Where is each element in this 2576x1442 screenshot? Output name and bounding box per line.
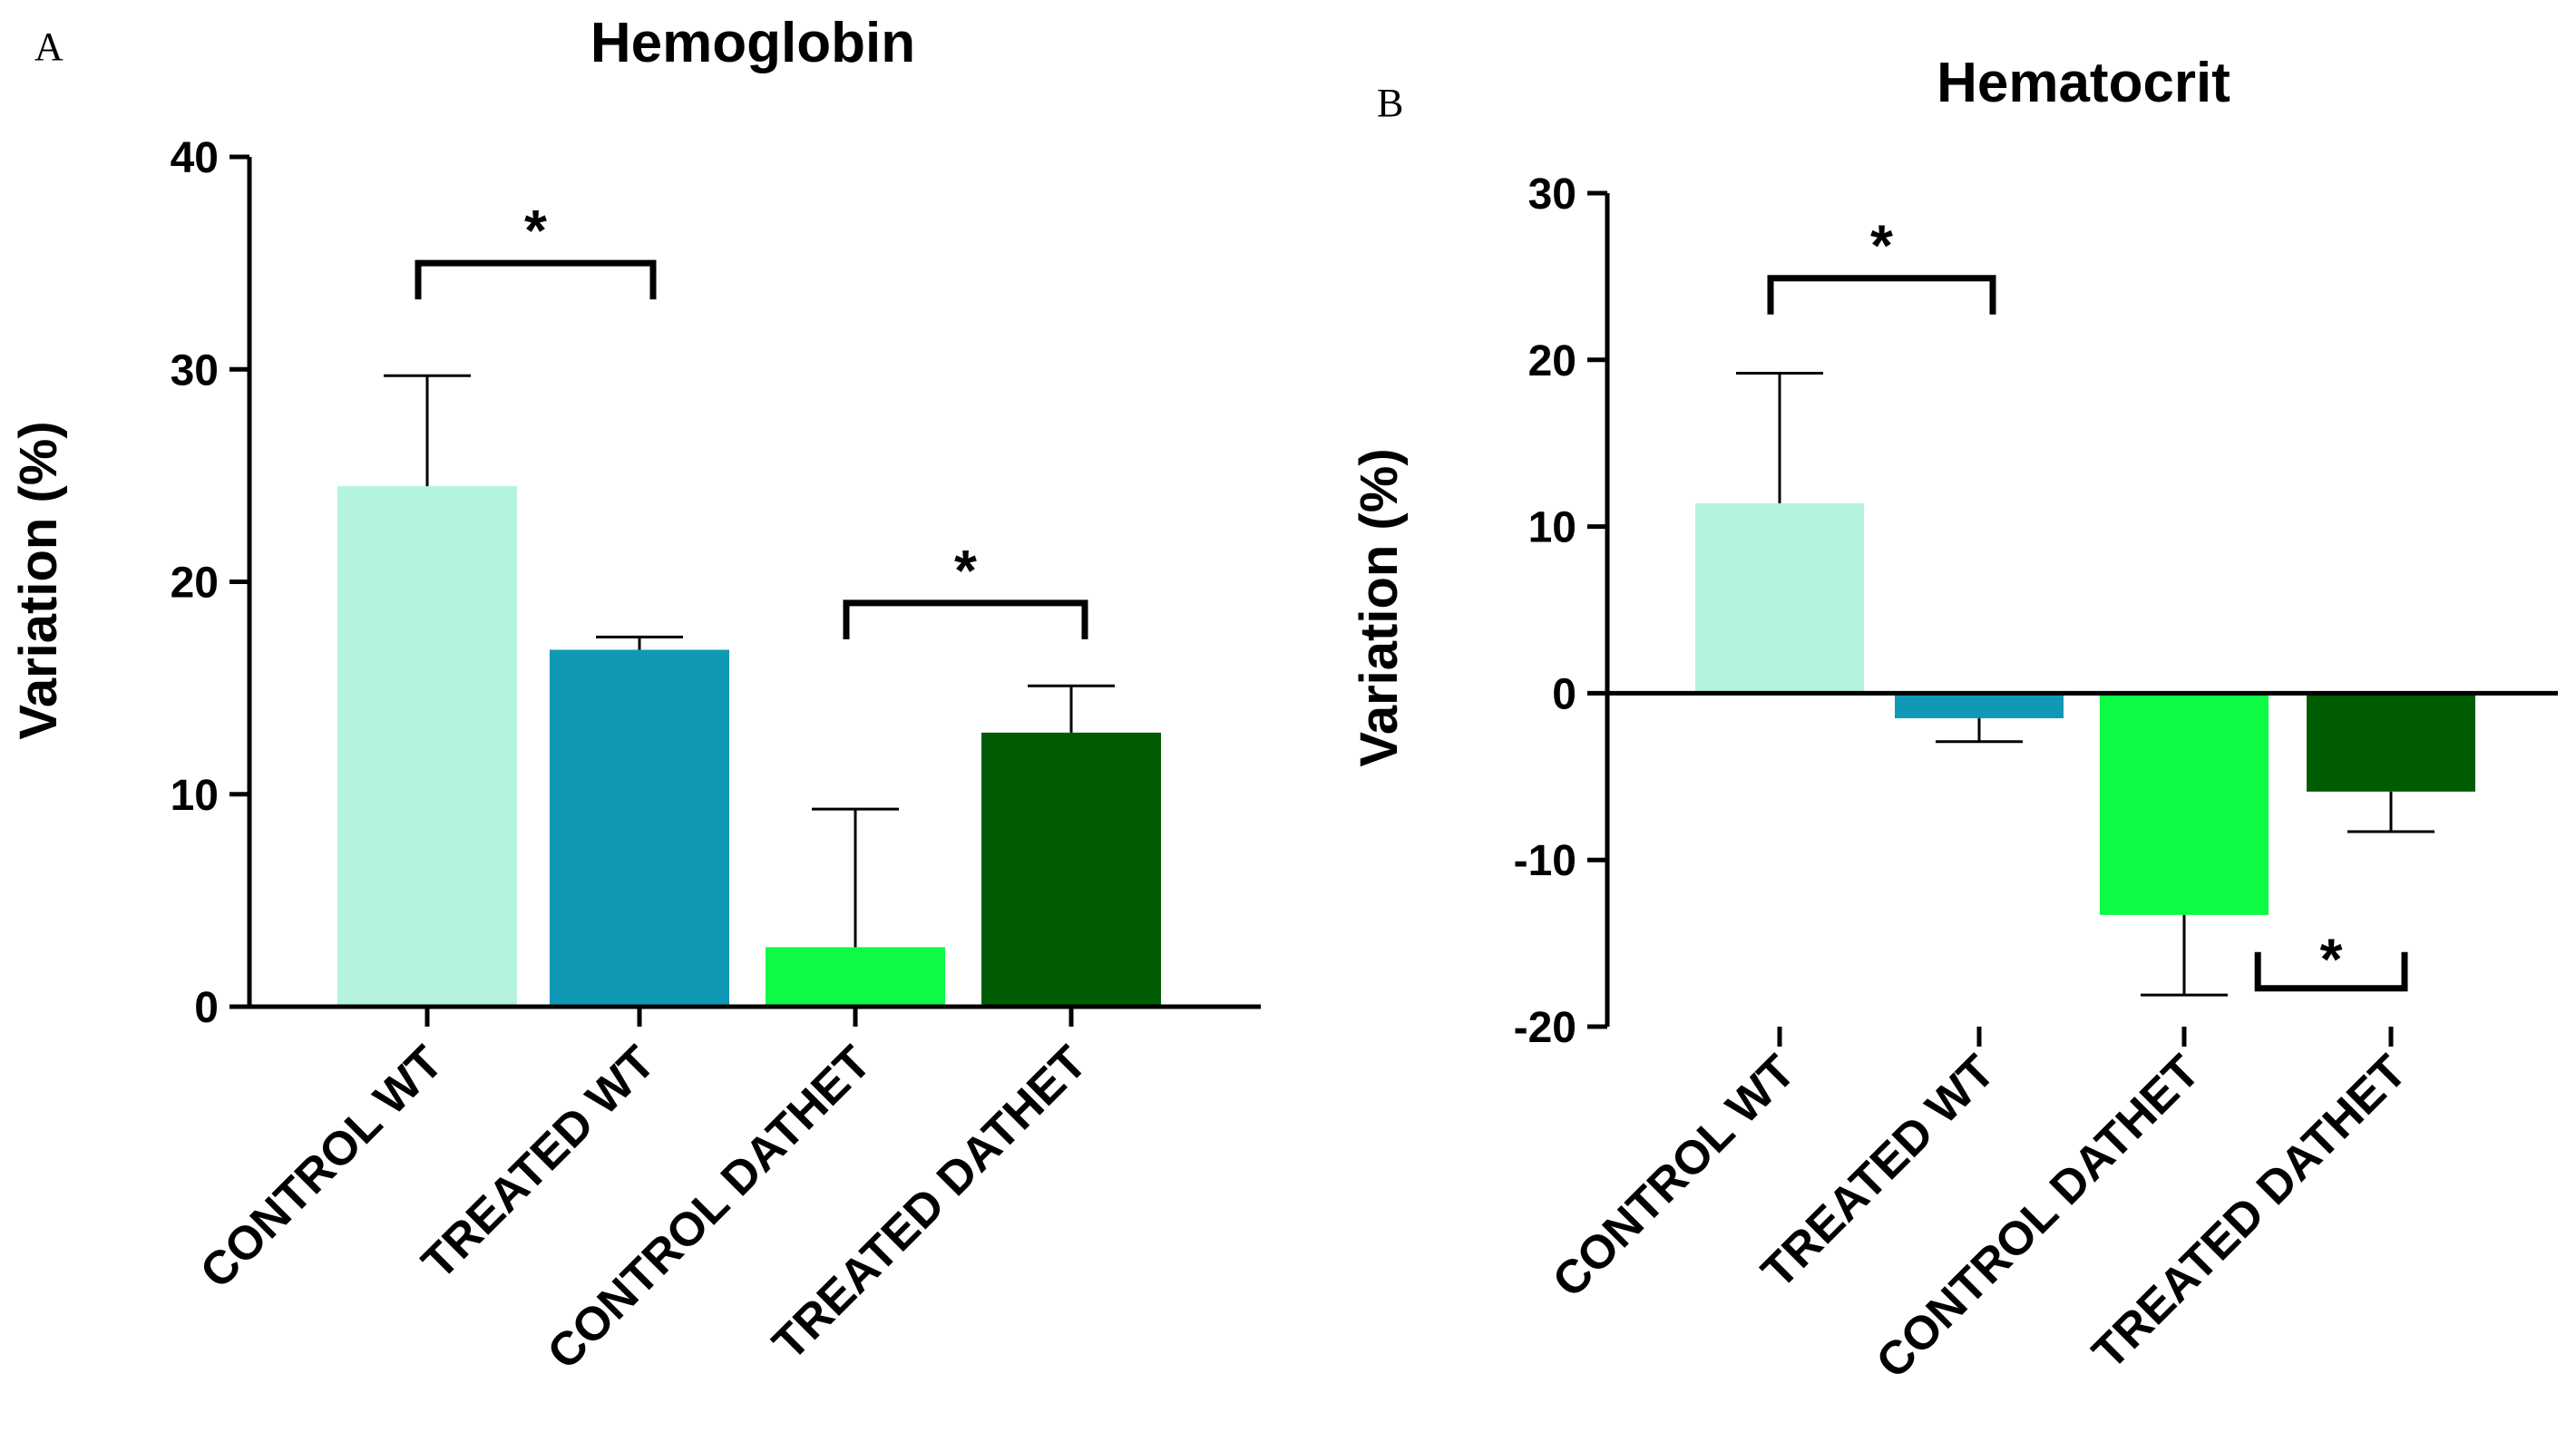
- chart-title: Hemoglobin: [590, 12, 915, 74]
- panel-letter: B: [1377, 81, 1403, 125]
- significance-bracket: [415, 259, 657, 300]
- y-tick-label: 10: [171, 772, 219, 820]
- significance-bracket: [843, 599, 1088, 639]
- significance-star: *: [1870, 213, 1893, 278]
- y-tick-label: 30: [171, 346, 219, 395]
- y-tick-label: 10: [1528, 504, 1576, 552]
- bar-4: [981, 732, 1161, 1007]
- y-tick-label: 0: [194, 984, 219, 1032]
- bar-4: [2307, 693, 2475, 792]
- bar-3: [766, 947, 945, 1007]
- y-tick-label: 40: [171, 134, 219, 182]
- bar-2: [550, 649, 729, 1007]
- y-tick-label: -10: [1514, 837, 1576, 885]
- y-tick-label: 30: [1528, 171, 1576, 219]
- chart-title: Hematocrit: [1937, 52, 2230, 114]
- bar-1: [337, 486, 517, 1007]
- y-tick-label: 0: [1552, 670, 1576, 718]
- bar-1: [1695, 502, 1864, 694]
- significance-bracket: [2254, 951, 2408, 992]
- significance-star: *: [524, 198, 547, 263]
- y-axis-label: Variation (%): [1350, 448, 1409, 766]
- significance-star: *: [954, 538, 977, 603]
- significance-bracket: [1767, 275, 1996, 315]
- panel-letter: A: [34, 24, 63, 69]
- bar-2: [1895, 693, 2064, 718]
- x-tick-label: CONTROL WT: [190, 1036, 454, 1299]
- bar-3: [2100, 693, 2269, 915]
- y-tick-label: -20: [1514, 1004, 1576, 1052]
- y-axis-label: Variation (%): [9, 421, 68, 739]
- y-tick-label: 20: [171, 560, 219, 608]
- significance-star: *: [2320, 927, 2343, 992]
- y-tick-label: 20: [1528, 337, 1576, 385]
